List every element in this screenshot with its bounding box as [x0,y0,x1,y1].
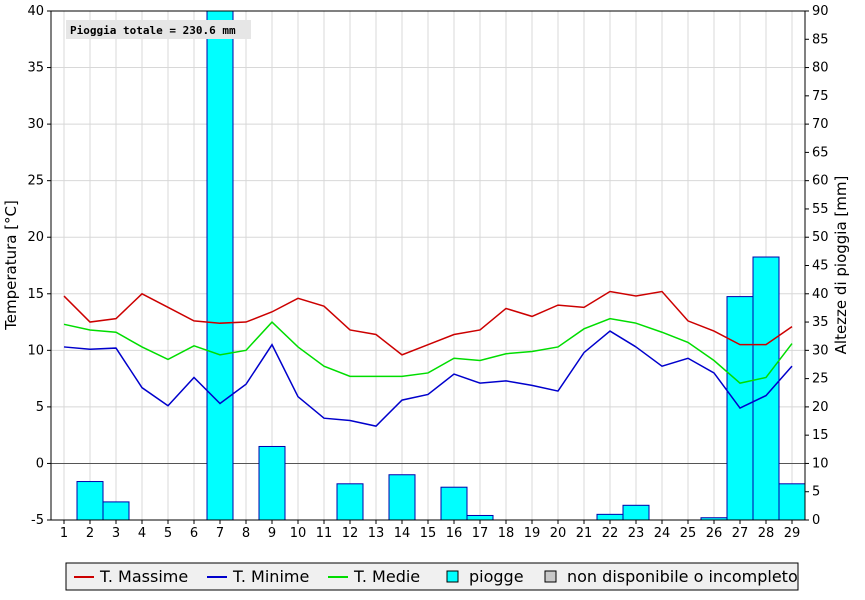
legend: T. Massime T. Minime T. Medie piogge non dis… [65,562,799,591]
axes: -505101520253035400510152025303540455055… [27,4,828,541]
legend-label: T. Minime [232,567,309,586]
series-line-1 [63,330,793,427]
y-left-tick-label: 25 [27,174,44,189]
x-tick-label: 21 [576,526,593,541]
x-tick-label: 6 [190,526,198,541]
grid [51,10,805,521]
y-right-tick-label: 70 [812,117,829,132]
y-right-tick-label: 65 [812,145,829,160]
x-tick-label: 8 [242,526,250,541]
y-right-tick-label: 0 [812,513,820,528]
y-left-tick-label: 30 [27,117,44,132]
annotation-box: Pioggia totale = 230.6 mm [66,20,251,39]
x-tick-label: 17 [472,526,489,541]
y-left-tick-label: -5 [31,513,44,528]
y-right-tick-label: 20 [812,400,829,415]
legend-label: non disponibile o incompleto [567,567,798,586]
y-right-tick-label: 85 [812,32,829,47]
x-tick-label: 12 [342,526,359,541]
x-tick-label: 23 [628,526,645,541]
x-tick-label: 16 [446,526,463,541]
x-tick-label: 13 [368,526,385,541]
series-line-0 [63,290,793,356]
series-line-2 [63,317,793,384]
rain-bar [778,483,806,521]
rain-bar [596,513,624,521]
rain-bar [258,445,286,521]
y-left-tick-label: 5 [36,400,44,415]
legend-frame [65,562,799,591]
legend-box-swatch [446,570,459,583]
y-right-tick-label: 50 [812,230,829,245]
y-axis-left-title: Temperatura [°C] [2,200,20,331]
rain-bar [76,481,104,521]
x-tick-label: 15 [420,526,437,541]
y-left-tick-label: 0 [36,456,44,471]
rain-bar [336,483,364,521]
x-tick-label: 2 [86,526,94,541]
x-tick-label: 9 [268,526,276,541]
legend-label: T. Medie [353,567,420,586]
legend-box-swatch [544,570,557,583]
legend-label: piogge [469,567,524,586]
y-right-tick-label: 40 [812,287,829,302]
y-right-tick-label: 15 [812,428,829,443]
x-tick-label: 11 [316,526,333,541]
x-tick-label: 18 [498,526,515,541]
temperature-lines [63,290,793,427]
rain-bar [440,486,468,521]
x-tick-label: 24 [654,526,671,541]
y-right-tick-label: 35 [812,315,829,330]
x-tick-label: 19 [524,526,541,541]
rain-bar [388,474,416,521]
y-right-tick-label: 75 [812,89,829,104]
y-right-tick-label: 25 [812,372,829,387]
y-left-tick-label: 35 [27,61,44,76]
y-right-tick-label: 90 [812,4,829,19]
rain-bar [752,256,780,521]
legend-label: T. Massime [99,567,188,586]
x-tick-label: 14 [394,526,411,541]
x-tick-label: 3 [112,526,120,541]
y-left-tick-label: 15 [27,287,44,302]
y-right-tick-label: 5 [812,485,820,500]
rain-bar [102,501,130,521]
x-tick-label: 5 [164,526,172,541]
x-tick-label: 27 [732,526,749,541]
rain-bars [76,10,806,521]
y-left-tick-label: 10 [27,343,44,358]
y-right-tick-label: 80 [812,61,829,76]
x-tick-label: 10 [290,526,307,541]
y-right-tick-label: 30 [812,343,829,358]
x-tick-label: 7 [216,526,224,541]
x-tick-label: 22 [602,526,619,541]
y-axis-right-title: Altezze di pioggia [mm] [832,176,850,355]
y-right-tick-label: 45 [812,259,829,274]
y-left-tick-label: 40 [27,4,44,19]
y-right-tick-label: 10 [812,456,829,471]
x-tick-label: 28 [758,526,775,541]
y-left-tick-label: 20 [27,230,44,245]
y-right-tick-label: 60 [812,174,829,189]
x-tick-label: 1 [60,526,68,541]
x-tick-label: 25 [680,526,697,541]
rain-total-annotation: Pioggia totale = 230.6 mm [70,24,236,37]
x-tick-label: 26 [706,526,723,541]
x-tick-label: 4 [138,526,146,541]
x-tick-label: 29 [784,526,801,541]
rain-bar [622,504,650,521]
rain-bar [206,10,234,521]
x-tick-label: 20 [550,526,567,541]
y-right-tick-label: 55 [812,202,829,217]
rain-bar [466,514,494,521]
